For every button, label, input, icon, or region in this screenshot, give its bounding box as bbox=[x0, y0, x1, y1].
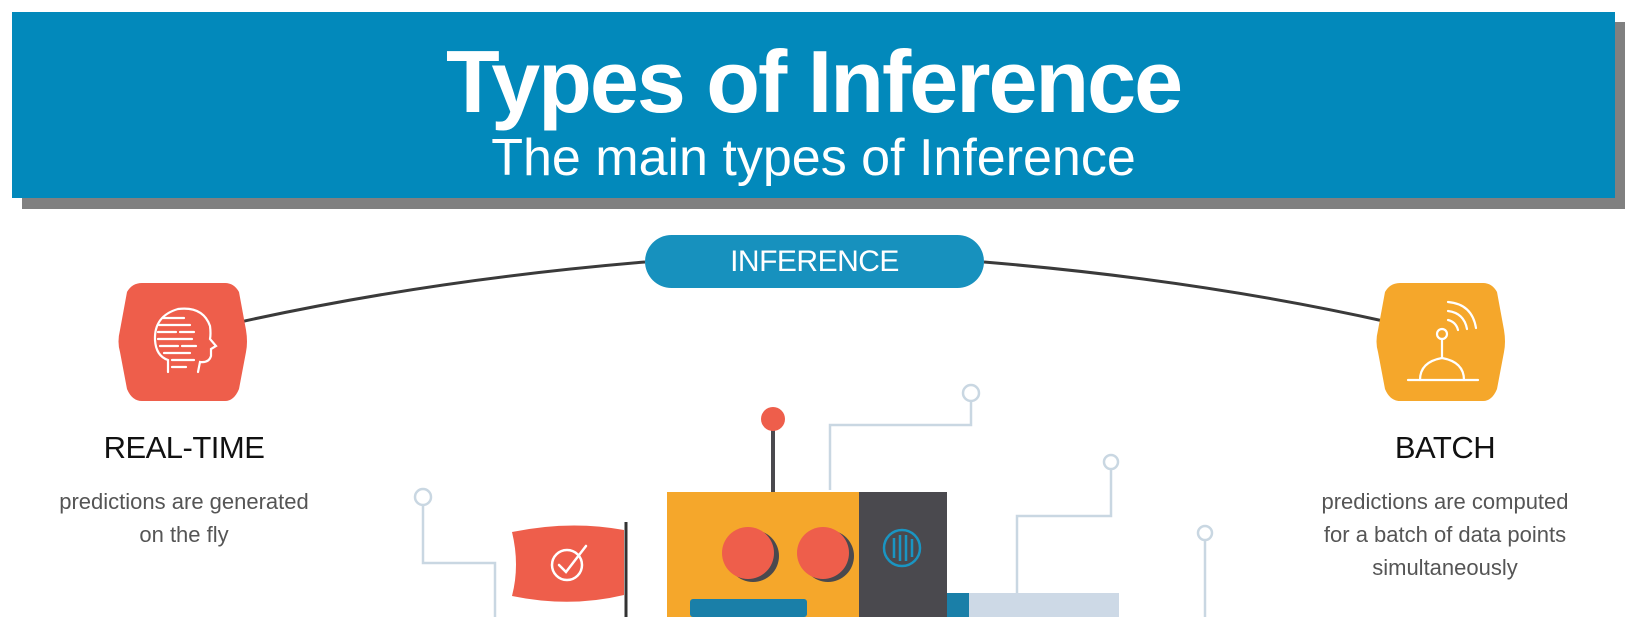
batch-title: BATCH bbox=[1394, 430, 1496, 465]
batch-description-line: for a batch of data points bbox=[1323, 522, 1567, 547]
circuit-lines bbox=[413, 383, 1214, 617]
real-time-title: REAL-TIME bbox=[103, 430, 265, 465]
inference-label-pill: INFERENCE bbox=[645, 235, 984, 288]
real-time-hexagon bbox=[118, 283, 247, 401]
connector-arc-left bbox=[239, 260, 646, 324]
real-time-description: predictions are generated on the fly bbox=[20, 485, 348, 551]
batch-description: predictions are computed for a batch of … bbox=[1280, 485, 1610, 584]
connector-arc-right bbox=[983, 260, 1389, 324]
antenna-signal-icon bbox=[1406, 300, 1480, 382]
human-head-icon bbox=[153, 307, 218, 374]
batch-description-line: simultaneously bbox=[1372, 555, 1518, 580]
header-banner: Types of Inference The main types of Inf… bbox=[12, 12, 1615, 198]
page-subtitle: The main types of Inference bbox=[491, 129, 1136, 187]
robot-illustration bbox=[667, 407, 1119, 617]
page-title: Types of Inference bbox=[445, 32, 1183, 131]
real-time-description-line: on the fly bbox=[139, 522, 229, 547]
check-circle-icon bbox=[550, 544, 588, 582]
real-time-description-line: predictions are generated bbox=[59, 489, 309, 514]
batch-hexagon bbox=[1376, 283, 1505, 401]
checkmark-flag bbox=[512, 522, 628, 617]
batch-description-line: predictions are computed bbox=[1321, 489, 1569, 514]
vent-icon bbox=[882, 528, 922, 568]
